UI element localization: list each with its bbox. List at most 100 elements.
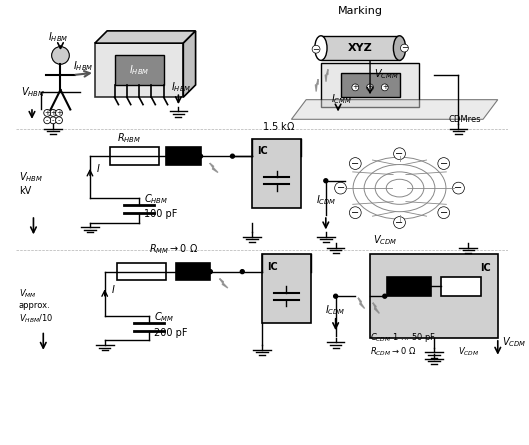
Bar	[262, 255, 311, 323]
Text: −: −	[396, 149, 404, 159]
Text: −: −	[401, 44, 408, 53]
Bar	[387, 276, 432, 296]
Circle shape	[349, 158, 361, 170]
Circle shape	[44, 109, 51, 116]
Text: IC: IC	[480, 263, 490, 273]
Text: Marking: Marking	[338, 6, 382, 16]
Text: $I_{CDM}$: $I_{CDM}$	[316, 193, 336, 206]
Text: -: -	[46, 117, 49, 123]
Text: −: −	[351, 158, 359, 169]
Text: 200 pF: 200 pF	[154, 328, 187, 337]
Bar	[321, 63, 419, 107]
Bar	[252, 139, 301, 208]
Text: −: −	[313, 44, 320, 54]
Circle shape	[231, 154, 234, 158]
Polygon shape	[184, 31, 196, 97]
Text: −: −	[454, 183, 462, 193]
Circle shape	[335, 182, 346, 194]
Text: $C_{MM}$: $C_{MM}$	[154, 310, 174, 324]
Text: $V_{HBM}$
kV: $V_{HBM}$ kV	[19, 170, 43, 196]
Text: +: +	[50, 110, 56, 116]
Circle shape	[208, 270, 212, 274]
Circle shape	[352, 84, 359, 91]
Text: +: +	[352, 85, 358, 90]
Circle shape	[198, 154, 203, 158]
Text: −: −	[440, 208, 448, 218]
Text: $V_{HBM}$: $V_{HBM}$	[21, 85, 45, 98]
Bar	[176, 263, 211, 280]
Circle shape	[324, 179, 328, 183]
Text: $V_{CDM}$: $V_{CDM}$	[459, 345, 480, 358]
Text: $1.5\ \mathrm{k}\Omega$: $1.5\ \mathrm{k}\Omega$	[262, 120, 295, 132]
Circle shape	[394, 217, 405, 228]
Text: −: −	[396, 218, 404, 227]
Text: $C_{HBM}$: $C_{HBM}$	[144, 192, 168, 206]
Bar	[110, 147, 159, 165]
Polygon shape	[95, 31, 196, 43]
Text: +: +	[56, 110, 62, 116]
Circle shape	[349, 207, 361, 218]
Text: IC: IC	[257, 146, 268, 156]
Text: $I_{CMM}$: $I_{CMM}$	[331, 92, 352, 106]
Polygon shape	[220, 279, 228, 288]
Ellipse shape	[315, 36, 327, 61]
Circle shape	[312, 45, 320, 53]
Text: CDMres: CDMres	[449, 115, 481, 124]
Text: XYZ: XYZ	[348, 43, 372, 53]
Text: $I_{HBM}$: $I_{HBM}$	[129, 63, 149, 77]
Text: $V_{CDM}$: $V_{CDM}$	[372, 233, 397, 247]
Text: $C_{CDM}$ 1 ... 50 pF: $C_{CDM}$ 1 ... 50 pF	[370, 332, 436, 344]
Text: $R_{MM} \rightarrow 0\ \Omega$: $R_{MM} \rightarrow 0\ \Omega$	[149, 242, 198, 256]
Bar	[370, 255, 498, 338]
Text: −: −	[351, 208, 359, 218]
Circle shape	[56, 117, 62, 124]
Circle shape	[240, 270, 244, 274]
Polygon shape	[325, 69, 328, 82]
Text: 100 pF: 100 pF	[144, 209, 177, 218]
Polygon shape	[373, 303, 379, 313]
Circle shape	[56, 109, 62, 116]
Bar	[321, 36, 399, 61]
Circle shape	[50, 109, 57, 116]
Polygon shape	[315, 79, 318, 92]
Polygon shape	[209, 163, 218, 173]
Text: -: -	[58, 117, 60, 123]
Text: $I_{HBM}$: $I_{HBM}$	[48, 30, 68, 44]
Text: −: −	[440, 158, 448, 169]
Polygon shape	[291, 100, 498, 119]
Text: $V_{MM}$
approx.
$V_{HBM}/10$: $V_{MM}$ approx. $V_{HBM}/10$	[19, 287, 53, 325]
Circle shape	[400, 44, 408, 52]
Bar	[117, 263, 166, 280]
Bar	[95, 43, 184, 97]
Text: $I$: $I$	[96, 162, 101, 174]
Bar	[341, 73, 399, 97]
Circle shape	[50, 117, 57, 124]
Text: $R_{CDM} \rightarrow 0\ \Omega$: $R_{CDM} \rightarrow 0\ \Omega$	[370, 345, 416, 358]
Circle shape	[453, 182, 464, 194]
Text: -: -	[52, 117, 54, 123]
Ellipse shape	[394, 36, 406, 61]
Text: +: +	[44, 110, 50, 116]
Bar	[114, 56, 163, 85]
Polygon shape	[358, 298, 364, 308]
Text: $I_{HBM}$: $I_{HBM}$	[73, 59, 93, 73]
Circle shape	[438, 158, 450, 170]
Circle shape	[334, 294, 338, 298]
Circle shape	[438, 207, 450, 218]
Circle shape	[52, 47, 69, 64]
Text: IC: IC	[267, 262, 278, 272]
Bar	[166, 147, 200, 165]
Bar	[441, 276, 480, 296]
Circle shape	[381, 84, 388, 91]
Text: $R_{HBM}$: $R_{HBM}$	[117, 131, 141, 145]
Text: +: +	[367, 85, 373, 90]
Text: +: +	[382, 85, 388, 90]
Text: $I_{HBM}$: $I_{HBM}$	[171, 80, 191, 93]
Circle shape	[367, 84, 373, 91]
Text: $I$: $I$	[111, 283, 115, 295]
Text: $V_{CMM}$: $V_{CMM}$	[374, 68, 399, 81]
Text: $I_{CDM}$: $I_{CDM}$	[325, 303, 345, 317]
Circle shape	[394, 148, 405, 160]
Circle shape	[44, 117, 51, 124]
Circle shape	[383, 294, 387, 298]
